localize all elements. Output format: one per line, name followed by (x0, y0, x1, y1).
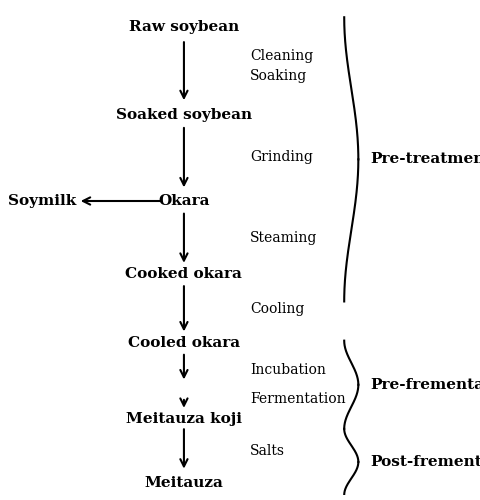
Text: Soaked soybean: Soaked soybean (116, 108, 252, 122)
Text: Cooled okara: Cooled okara (128, 336, 240, 350)
Text: Cooling: Cooling (250, 302, 304, 316)
Text: Post-frementation: Post-frementation (370, 454, 480, 468)
Text: Salts: Salts (250, 444, 284, 458)
Text: Pre-frementation: Pre-frementation (370, 378, 480, 392)
Text: Pre-treatment: Pre-treatment (370, 152, 480, 166)
Text: Steaming: Steaming (250, 231, 317, 244)
Text: Meitauza: Meitauza (144, 476, 223, 490)
Text: Soymilk: Soymilk (8, 194, 76, 208)
Text: Okara: Okara (158, 194, 209, 208)
Text: Grinding: Grinding (250, 150, 312, 164)
Text: Raw soybean: Raw soybean (129, 20, 239, 34)
Text: Cleaning: Cleaning (250, 50, 312, 64)
Text: Fermentation: Fermentation (250, 392, 345, 406)
Text: Meitauza koji: Meitauza koji (126, 412, 241, 426)
Text: Cooked okara: Cooked okara (125, 268, 242, 281)
Text: Soaking: Soaking (250, 69, 307, 83)
Text: Incubation: Incubation (250, 363, 325, 377)
